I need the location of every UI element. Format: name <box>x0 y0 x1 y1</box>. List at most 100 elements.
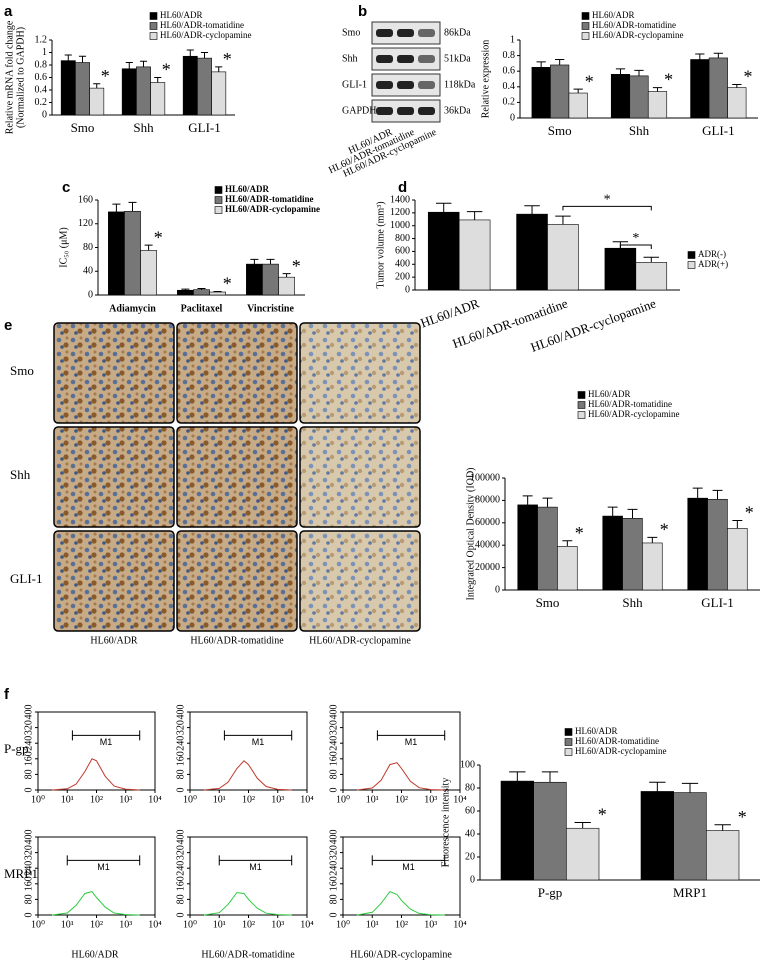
bar <box>604 247 637 291</box>
y-tick-label: 320 <box>175 845 186 860</box>
error-bar <box>509 771 526 782</box>
y-tick-label: 1 <box>510 34 515 45</box>
y-tick-label: 40000 <box>475 539 500 550</box>
bar <box>262 263 279 296</box>
panel-label: c <box>62 179 70 196</box>
x-tick-label: 10¹ <box>213 794 226 805</box>
bar <box>537 506 558 591</box>
flow-column-label: HL60/ADR-cyclopamine <box>350 949 452 960</box>
legend-swatch <box>564 738 573 746</box>
y-tick-label: 320 <box>328 845 339 860</box>
error-bar <box>144 244 153 251</box>
y-tick-label: 160 <box>175 751 186 766</box>
x-tick-label: Shh <box>133 120 154 135</box>
error-bar <box>573 88 583 94</box>
bracket <box>562 205 652 211</box>
significance-label: * <box>575 523 584 543</box>
bar <box>177 289 194 296</box>
x-tick-label: 10¹ <box>61 794 74 805</box>
x-tick-label: 10¹ <box>366 794 379 805</box>
legend-swatch <box>214 206 223 214</box>
y-axis-label: Tumor volume (mm³) <box>375 201 386 288</box>
x-tick-label: HL60/ADR <box>418 295 481 330</box>
x-tick-label: 10⁰ <box>336 794 350 805</box>
ihc-column-label: HL60/ADR <box>90 635 138 646</box>
error-bar <box>524 205 540 215</box>
bar <box>602 515 623 591</box>
y-tick-label: 320 <box>175 720 186 735</box>
error-bar <box>574 822 591 829</box>
y-tick-label: 0 <box>175 788 186 793</box>
error-bar <box>562 540 573 547</box>
y-tick-label: 80 <box>23 769 34 779</box>
y-tick-label: 80 <box>328 894 339 904</box>
bar <box>500 780 534 881</box>
flow-row-label: MRP1 <box>4 866 38 881</box>
error-bar <box>607 506 618 517</box>
y-tick-label: 100 <box>460 759 475 770</box>
error-bar <box>692 487 703 499</box>
bar <box>60 60 76 116</box>
bar <box>550 64 570 119</box>
bar <box>610 74 631 119</box>
legend-swatch <box>149 12 158 20</box>
error-bar <box>695 53 705 60</box>
significance-label: * <box>292 256 301 276</box>
error-bar <box>652 87 663 92</box>
error-bar <box>154 77 162 83</box>
blot-band <box>418 29 435 37</box>
x-tick-label: Adiamycin <box>109 303 156 314</box>
plot-frame <box>189 836 308 916</box>
blot-band <box>376 55 393 63</box>
y-tick-label: 0 <box>175 913 186 918</box>
y-tick-label: 240 <box>328 861 339 876</box>
legend-swatch <box>581 12 590 20</box>
histogram-curve <box>356 762 445 791</box>
y-tick-label: 200 <box>395 271 410 282</box>
x-tick-label: 10⁴ <box>453 919 467 930</box>
legend-swatch <box>214 196 223 204</box>
bar <box>89 87 105 116</box>
error-bar <box>536 61 546 68</box>
y-tick-label: 0.6 <box>503 65 516 76</box>
x-tick-label: 10⁴ <box>148 794 162 805</box>
bar <box>727 87 747 119</box>
gate-marker <box>376 730 446 741</box>
y-tick-label: 0.4 <box>35 84 48 95</box>
legend-label: HL60/ADR-tomatidine <box>575 736 659 746</box>
x-tick-label: 10³ <box>424 919 437 930</box>
y-tick-label: 0.8 <box>35 59 48 70</box>
x-tick-label: 10² <box>242 919 255 930</box>
blot-band <box>397 29 414 37</box>
y-tick-label: 0 <box>23 788 34 793</box>
y-tick-label: 400 <box>328 830 339 845</box>
bar <box>706 830 740 881</box>
x-tick-label: 10⁴ <box>300 794 314 805</box>
bar <box>647 91 668 119</box>
y-tick-label: 160 <box>328 751 339 766</box>
gate-label: M1 <box>97 862 110 872</box>
panel-label: f <box>4 686 10 703</box>
x-tick-label: 10² <box>395 919 408 930</box>
legend-swatch <box>577 411 586 419</box>
y-tick-label: 0 <box>510 112 515 123</box>
y-tick-label: 160 <box>78 194 93 205</box>
y-tick-label: 0 <box>495 584 500 595</box>
bar <box>690 59 710 119</box>
ihc-image <box>299 426 421 528</box>
y-tick-label: 80000 <box>475 495 500 506</box>
bar <box>531 67 551 119</box>
y-tick-label: 0.4 <box>503 81 516 92</box>
ihc-row-label: Shh <box>10 467 31 482</box>
y-tick-label: 1 <box>42 47 47 58</box>
bar <box>136 66 151 116</box>
error-bar <box>555 215 571 225</box>
legend-label: HL60/ADR-cyclopamine <box>575 746 666 756</box>
flow-column-label: HL60/ADR-tomatidine <box>201 949 295 960</box>
bar <box>533 781 567 881</box>
ihc-image <box>53 426 175 528</box>
bar <box>140 250 157 296</box>
error-bar <box>714 824 731 831</box>
significance-label: * <box>745 503 754 523</box>
significance-label: * <box>101 66 110 86</box>
